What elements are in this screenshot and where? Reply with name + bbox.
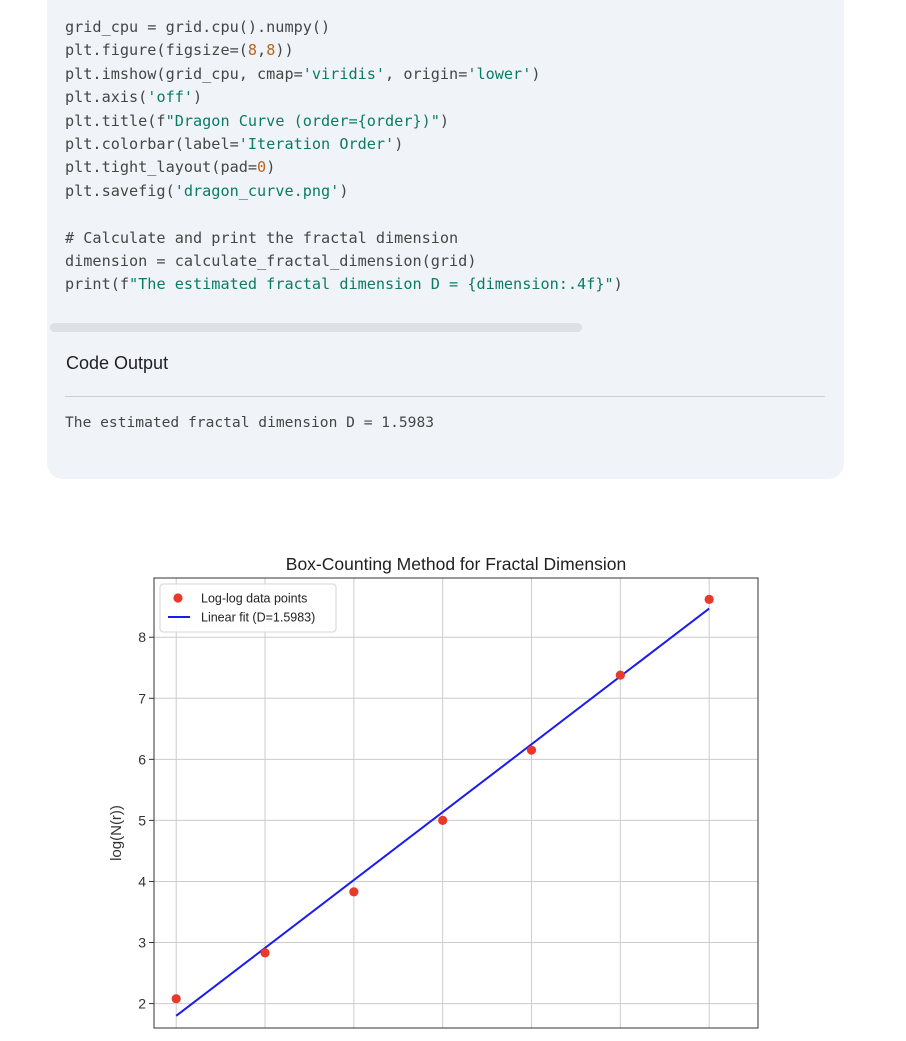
code-card: grid_cpu = grid.cpu().numpy() plt.figure(… <box>47 0 844 479</box>
code-line: plt.imshow(grid_cpu, cmap='viridis', ori… <box>65 63 623 86</box>
code-token: ) <box>193 88 203 107</box>
code-line: dimension = calculate_fractal_dimension(… <box>65 250 623 273</box>
code-token: dimension = calculate_fractal_dimension(… <box>65 251 477 270</box>
code-token: , origin= <box>385 64 468 83</box>
code-line <box>65 203 623 226</box>
data-point <box>526 745 537 755</box>
code-token: 8 <box>247 41 258 60</box>
legend-label: Linear fit (D=1.5983) <box>201 611 315 625</box>
code-token: ) <box>531 64 541 83</box>
code-line: plt.title(f"Dragon Curve (order={order})… <box>65 110 623 133</box>
code-token: ) <box>613 275 623 294</box>
code-token: "The estimated fractal dimension D = {di… <box>129 275 614 294</box>
code-token: # Calculate and print the fractal dimens… <box>65 228 459 247</box>
data-point <box>260 948 270 958</box>
code-line: plt.figure(figsize=(8,8)) <box>65 39 623 62</box>
code-line: plt.axis('off') <box>65 86 623 109</box>
plot-frame <box>153 577 759 1029</box>
legend-box <box>159 583 337 633</box>
code-token: plt.tight_layout(pad= <box>65 158 258 177</box>
y-tick-label: 3 <box>138 935 146 951</box>
code-token: 'dragon_curve.png' <box>174 181 340 200</box>
code-horizontal-scrollbar[interactable] <box>50 323 582 332</box>
y-tick-label: 7 <box>138 690 146 706</box>
code-token: , <box>257 41 267 60</box>
chart-svg: Box-Counting Method for Fractal Dimensio… <box>108 554 759 1029</box>
y-tick-label: 2 <box>138 996 146 1012</box>
code-line: grid_cpu = grid.cpu().numpy() <box>65 16 623 39</box>
code-line: # Calculate and print the fractal dimens… <box>65 227 623 250</box>
y-axis-label: log(N(r)) <box>108 805 125 861</box>
code-line: plt.tight_layout(pad=0) <box>65 156 623 179</box>
legend-label: Log-log data points <box>201 592 307 606</box>
data-point <box>349 887 359 897</box>
data-point <box>615 670 625 680</box>
code-token: ) <box>394 134 404 153</box>
code-token: 'off' <box>147 88 194 107</box>
code-block: grid_cpu = grid.cpu().numpy() plt.figure(… <box>65 16 623 297</box>
data-point <box>438 815 448 826</box>
code-token: "Dragon Curve (order={order})" <box>165 111 440 130</box>
data-point <box>171 994 181 1004</box>
code-token: 'viridis' <box>302 64 386 83</box>
output-divider <box>65 396 825 397</box>
code-output-text: The estimated fractal dimension D = 1.59… <box>65 414 435 431</box>
code-line: plt.savefig('dragon_curve.png') <box>65 180 623 203</box>
chart-title: Box-Counting Method for Fractal Dimensio… <box>286 554 626 574</box>
legend-marker-points <box>173 593 183 603</box>
y-tick-label: 8 <box>138 629 146 645</box>
data-point <box>704 594 714 604</box>
code-token: 'Iteration Order' <box>238 134 395 153</box>
code-token: print(f <box>65 275 130 294</box>
code-token: plt.colorbar(label= <box>65 134 239 153</box>
code-token: plt.title(f <box>65 111 166 130</box>
code-token: 'lower' <box>467 64 532 83</box>
code-line: plt.colorbar(label='Iteration Order') <box>65 133 623 156</box>
y-tick-label: 5 <box>138 812 146 828</box>
y-tick-label: 4 <box>138 873 146 889</box>
code-output-title: Code Output <box>66 353 169 373</box>
box-counting-chart: Box-Counting Method for Fractal Dimensio… <box>100 545 780 1041</box>
code-token: 0 <box>257 158 267 177</box>
code-token: plt.figure(figsize=( <box>65 41 248 60</box>
code-token: )) <box>275 41 294 60</box>
code-token: plt.axis( <box>65 88 148 107</box>
code-token: plt.savefig( <box>65 181 175 200</box>
code-line: print(f"The estimated fractal dimension … <box>65 273 623 296</box>
y-tick-label: 6 <box>138 751 146 767</box>
code-token: ) <box>266 158 276 177</box>
code-token: plt.imshow(grid_cpu, cmap= <box>65 64 303 83</box>
code-token: ) <box>439 111 450 130</box>
code-token: 8 <box>266 41 276 60</box>
code-token: ) <box>339 181 349 200</box>
code-token: grid_cpu = grid.cpu().numpy() <box>65 18 331 36</box>
